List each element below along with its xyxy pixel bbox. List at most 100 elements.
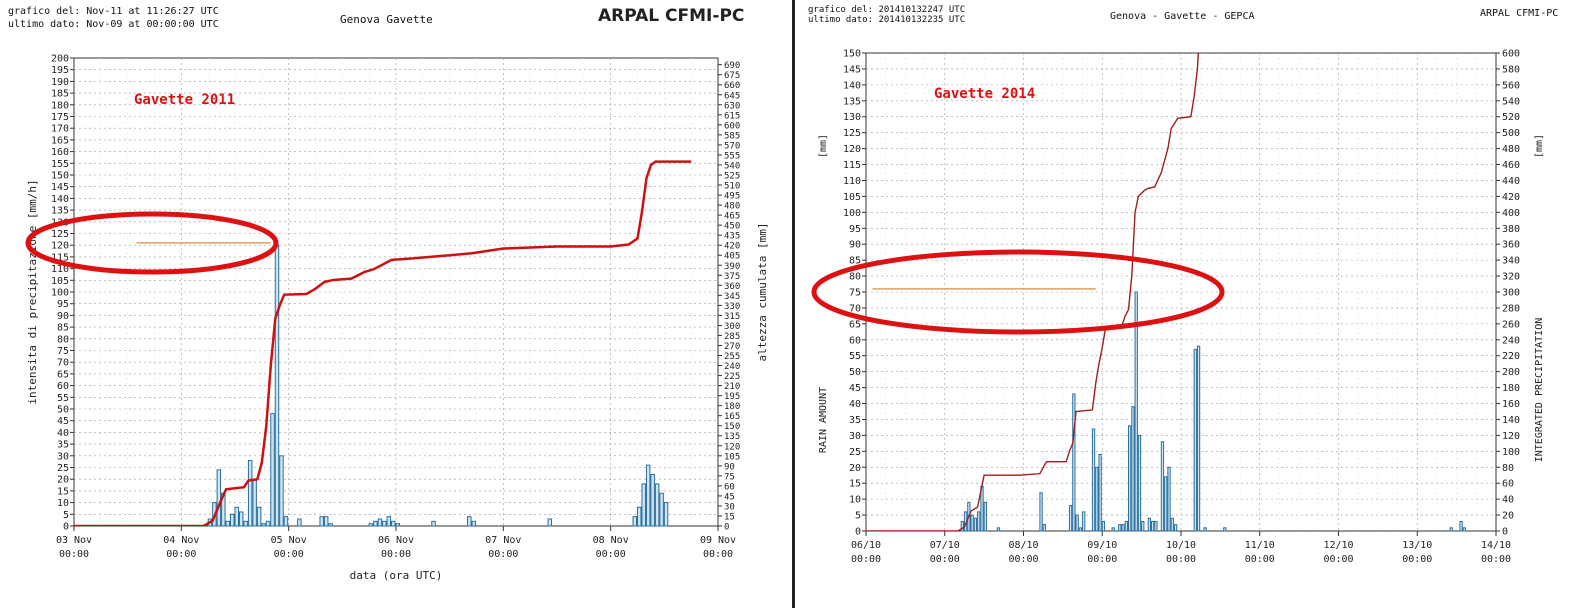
rain-bar <box>650 474 655 527</box>
y-tick-label: 25 <box>849 447 861 458</box>
rain-bar <box>1137 434 1142 532</box>
last-data-timestamp: ultimo dato: Nov-09 at 00:00:00 UTC <box>8 19 219 30</box>
rain-bar <box>373 520 378 527</box>
x-tick-label: 09/10 <box>1087 540 1117 551</box>
y2-tick-label: 100 <box>1502 447 1520 458</box>
rain-bar <box>1082 511 1086 532</box>
x-tick-label: 00:00 <box>851 554 881 565</box>
y2-tick-label: 480 <box>1502 144 1520 155</box>
y-tick-label: 15 <box>849 479 861 490</box>
y2-tick-label: 60 <box>1502 479 1514 490</box>
y-tick-label: 55 <box>57 393 69 404</box>
y2-tick-label: 30 <box>724 502 735 512</box>
y-tick-label: 145 <box>843 64 861 75</box>
y-tick-label: 5 <box>63 510 69 521</box>
y-tick-label: 110 <box>51 264 69 275</box>
rain-bar <box>1134 291 1138 532</box>
y-tick-label: 95 <box>57 299 69 310</box>
y2-tick-label: 75 <box>724 472 735 482</box>
rain-bar <box>216 469 222 527</box>
y-tick-label: 0 <box>855 527 861 538</box>
y2-tick-label: 675 <box>724 71 740 81</box>
rain-chart-2011: 0510152025303540455055606570758085909510… <box>25 54 769 582</box>
cumulative-line <box>74 160 692 526</box>
chart-annotation: Gavette 2014 <box>934 86 1035 102</box>
rain-bar <box>1167 466 1171 532</box>
rain-bar <box>225 520 231 527</box>
y-tick-label: 95 <box>849 224 861 235</box>
y-tick-label: 90 <box>57 311 69 322</box>
rain-bar <box>641 483 646 527</box>
y2-tick-label: 240 <box>1502 335 1520 346</box>
y2-tick-label: 500 <box>1502 128 1520 139</box>
y-tick-label: 180 <box>51 100 69 111</box>
y2-tick-label: 630 <box>724 101 740 111</box>
y2-tick-label: 240 <box>724 362 740 372</box>
x-tick-label: 07 Nov <box>485 535 521 546</box>
y2-tick-label: 525 <box>724 172 740 182</box>
y2-tick-label: 165 <box>724 412 740 422</box>
y2-tick-label: 360 <box>1502 240 1520 251</box>
y-tick-label: 70 <box>849 303 861 314</box>
y-axis-title: RAIN AMOUNT <box>818 387 829 453</box>
y2-tick-label: 210 <box>724 382 740 392</box>
rain-bar <box>391 520 396 527</box>
y2-tick-label: 390 <box>724 262 740 272</box>
y2-axis-unit: [mm] <box>1534 134 1545 158</box>
y-tick-label: 175 <box>51 112 69 123</box>
y-tick-label: 140 <box>51 194 69 205</box>
y-tick-label: 35 <box>57 440 69 451</box>
y2-tick-label: 495 <box>724 192 740 202</box>
y2-tick-label: 180 <box>724 402 740 412</box>
y-tick-label: 150 <box>843 49 861 60</box>
y2-tick-label: 260 <box>1502 319 1520 330</box>
y-tick-label: 35 <box>849 415 861 426</box>
y2-tick-label: 255 <box>724 352 740 362</box>
y2-tick-label: 435 <box>724 232 740 242</box>
rain-bar <box>1459 520 1463 532</box>
rain-bar <box>1118 524 1122 532</box>
rain-bar <box>1150 520 1155 532</box>
y2-tick-label: 180 <box>1502 383 1520 394</box>
y2-tick-label: 510 <box>724 182 740 192</box>
y-tick-label: 20 <box>57 475 69 486</box>
rain-bar <box>1196 345 1201 532</box>
brand-logo-text: ARPAL CFMI-PC <box>598 6 745 26</box>
generated-timestamp: grafico del: 201410132247 UTC <box>808 5 966 15</box>
y-tick-label: 165 <box>51 135 69 146</box>
y-tick-label: 130 <box>843 112 861 123</box>
rain-bar <box>1203 527 1207 532</box>
y2-tick-label: 375 <box>724 272 740 282</box>
y-tick-label: 85 <box>57 323 69 334</box>
y2-tick-label: 555 <box>724 151 740 161</box>
y-tick-label: 50 <box>57 405 69 416</box>
y-tick-label: 120 <box>51 241 69 252</box>
rain-bar <box>283 516 289 527</box>
rain-bar <box>637 506 642 527</box>
y-tick-label: 190 <box>51 77 69 88</box>
x-tick-label: 00:00 <box>930 554 960 565</box>
rain-bar <box>659 492 664 527</box>
rain-bar <box>252 478 257 527</box>
y2-tick-label: 450 <box>724 222 740 232</box>
y2-tick-label: 15 <box>724 512 735 522</box>
x-tick-label: 00:00 <box>703 549 733 560</box>
y2-tick-label: 120 <box>1502 431 1520 442</box>
rain-bar <box>1173 524 1178 532</box>
rain-bar <box>996 527 1001 532</box>
y-tick-label: 65 <box>57 369 69 380</box>
y-tick-label: 185 <box>51 89 69 100</box>
x-tick-label: 00:00 <box>274 549 304 560</box>
y2-tick-label: 195 <box>724 392 740 402</box>
rain-bar <box>1075 514 1079 532</box>
y2-tick-label: 480 <box>724 202 740 212</box>
y2-tick-label: 580 <box>1502 64 1520 75</box>
rain-bar <box>1164 476 1168 532</box>
y2-axis-title: altezza cumulata [mm] <box>756 222 769 361</box>
y-tick-label: 120 <box>843 144 861 155</box>
y2-tick-label: 140 <box>1502 415 1520 426</box>
y-axis-title: intensita di precipitazione [mm/h] <box>26 179 39 404</box>
y2-tick-label: 660 <box>724 81 740 91</box>
y-tick-label: 30 <box>849 431 861 442</box>
rain-bar <box>382 520 387 527</box>
